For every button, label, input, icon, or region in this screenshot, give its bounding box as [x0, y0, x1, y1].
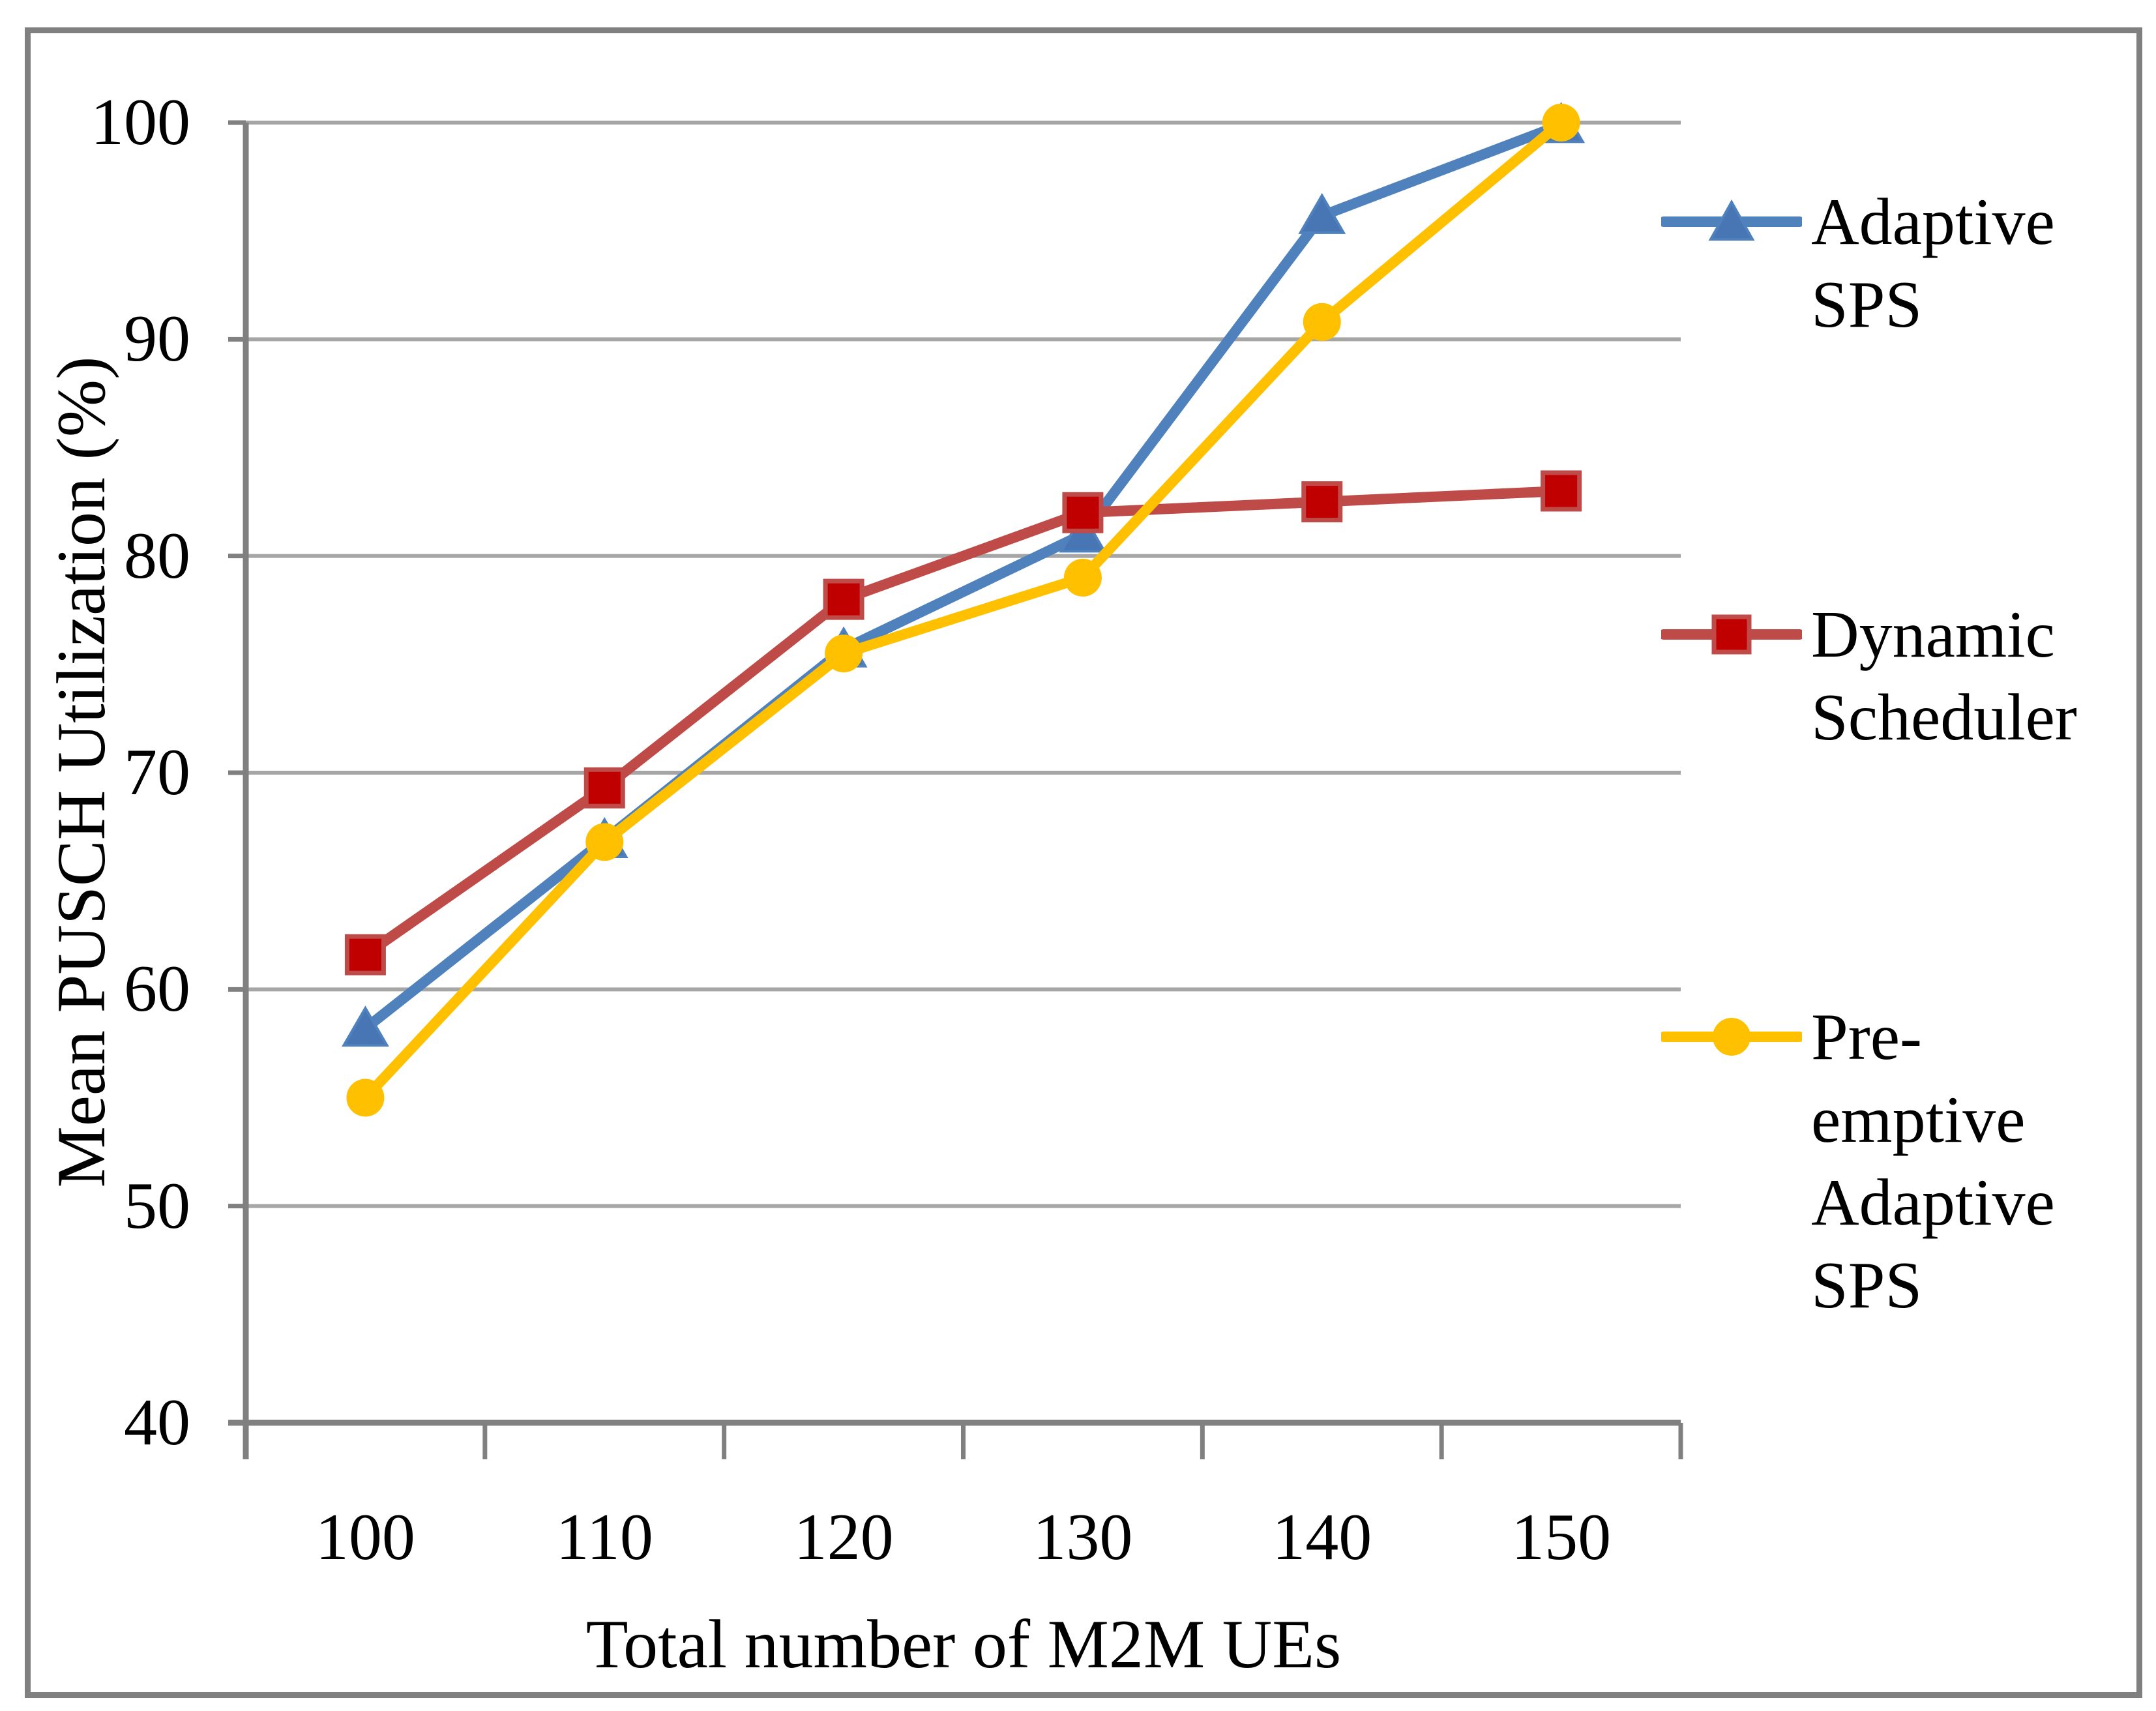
data-point-triangle	[1298, 192, 1346, 234]
x-tick-label: 150	[1511, 1500, 1612, 1574]
legend-item-adaptive-sps: Adaptive SPS	[1661, 181, 2055, 346]
y-tick-label: 100	[91, 85, 190, 159]
y-tick-label: 90	[124, 302, 190, 376]
x-tick-label: 100	[315, 1500, 415, 1574]
series-line-pre-emptive-adaptive-sps	[360, 117, 1567, 1103]
data-point-circle	[346, 1079, 385, 1117]
x-tick-label: 120	[793, 1500, 894, 1574]
y-tick-label: 50	[124, 1168, 190, 1243]
y-tick-label: 40	[124, 1386, 190, 1459]
data-point-square	[1541, 470, 1582, 512]
x-axis-title: Total number of M2M UEs	[585, 1606, 1342, 1682]
data-point-circle	[825, 634, 863, 673]
legend-label-dynamic-scheduler: Dynamic Scheduler	[1811, 598, 2077, 754]
data-point-square	[583, 767, 625, 809]
data-point-circle	[1303, 303, 1341, 341]
y-tick-label: 70	[124, 736, 190, 809]
data-point-square	[1062, 492, 1104, 533]
series-line-adaptive-sps	[360, 119, 1567, 1034]
data-point-circle	[585, 823, 624, 861]
legend-triangle-marker-icon	[1661, 199, 1802, 241]
x-tick-label: 130	[1033, 1500, 1133, 1574]
data-point-circle	[1063, 558, 1102, 597]
x-tick-label: 110	[555, 1500, 653, 1574]
legend-square-marker-icon	[1661, 614, 1802, 655]
y-tick-label: 60	[124, 952, 190, 1026]
data-point-square	[1301, 481, 1343, 523]
legend-item-dynamic-scheduler: Dynamic Scheduler	[1661, 593, 2077, 759]
data-point-square	[344, 934, 386, 975]
data-point-circle	[1542, 104, 1580, 141]
data-point-triangle	[341, 1005, 389, 1047]
y-tick-label: 80	[124, 518, 190, 593]
legend-item-preemptive-adaptive-sps: Pre- emptive Adaptive SPS	[1661, 996, 2055, 1327]
figure-border	[25, 27, 2142, 1698]
series-line-dynamic-scheduler	[360, 485, 1567, 960]
data-point-square	[823, 578, 864, 620]
legend-circle-marker-icon	[1661, 1018, 1802, 1056]
x-tick-label: 140	[1272, 1500, 1372, 1574]
legend-label-adaptive-sps: Adaptive SPS	[1811, 185, 2055, 342]
legend-label-preemptive-adaptive-sps: Pre- emptive Adaptive SPS	[1811, 1000, 2055, 1322]
